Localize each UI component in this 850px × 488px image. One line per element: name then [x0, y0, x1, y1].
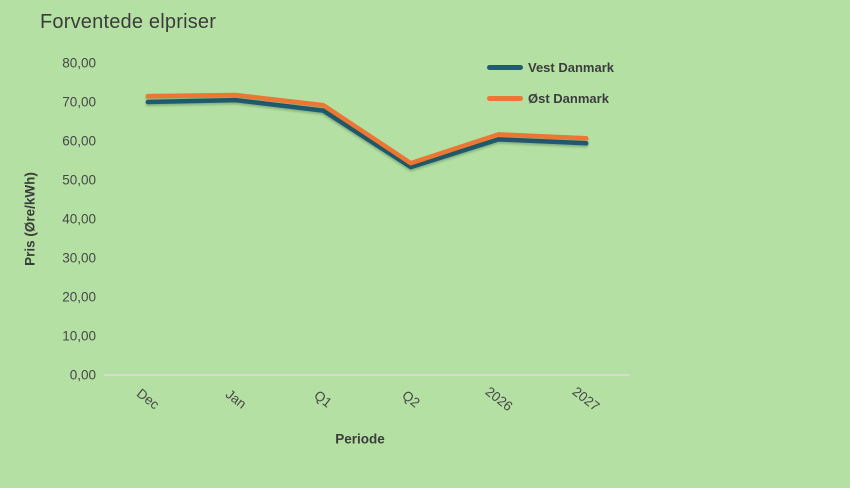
legend-line-marker-icon	[487, 96, 523, 101]
y-tick-label: 20,00	[62, 289, 96, 305]
x-tick-label: Jan	[222, 386, 249, 412]
x-tick-label: Dec	[133, 385, 162, 413]
y-tick-label: 70,00	[62, 94, 96, 110]
x-axis-title: Periode	[335, 431, 385, 447]
legend: Vest Danmark Øst Danmark	[487, 60, 614, 122]
legend-item-vest-danmark: Vest Danmark	[487, 60, 614, 75]
y-tick-label: 30,00	[62, 250, 96, 266]
y-tick-label: 50,00	[62, 172, 96, 188]
y-tick-label: 10,00	[62, 328, 96, 344]
chart-title: Forventede elpriser	[40, 11, 217, 33]
legend-label: Vest Danmark	[528, 60, 614, 75]
legend-line-marker-icon	[487, 65, 523, 70]
y-tick-label: 80,00	[62, 55, 96, 71]
y-tick-label: 0,00	[69, 367, 96, 383]
y-tick-label: 40,00	[62, 211, 96, 227]
x-tick-label: 2026	[482, 383, 515, 415]
y-tick-label: 60,00	[62, 133, 96, 149]
x-tick-label: Q1	[311, 387, 335, 411]
x-tick-label: Q2	[399, 387, 423, 411]
legend-label: Øst Danmark	[528, 91, 609, 106]
x-axis-line	[104, 374, 630, 376]
legend-item-ost-danmark: Øst Danmark	[487, 91, 614, 106]
x-tick-label: 2027	[569, 383, 603, 415]
